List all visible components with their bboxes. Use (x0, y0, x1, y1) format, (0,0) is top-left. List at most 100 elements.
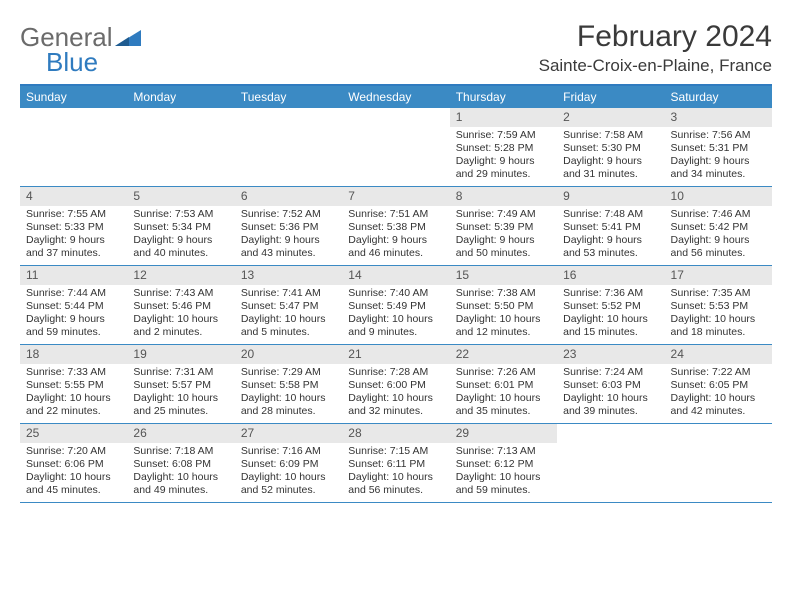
daylight-line: Daylight: 10 hours and 18 minutes. (671, 313, 766, 339)
day-of-week-row: Sunday Monday Tuesday Wednesday Thursday… (20, 86, 772, 108)
dow-saturday: Saturday (665, 86, 772, 108)
day-number: 7 (342, 187, 449, 206)
sunrise-line: Sunrise: 7:36 AM (563, 287, 658, 300)
sunrise-line: Sunrise: 7:16 AM (241, 445, 336, 458)
sunset-line: Sunset: 5:33 PM (26, 221, 121, 234)
month-title: February 2024 (539, 20, 772, 54)
day-number: 10 (665, 187, 772, 206)
day-cell: 29Sunrise: 7:13 AMSunset: 6:12 PMDayligh… (450, 424, 557, 502)
daylight-line: Daylight: 10 hours and 49 minutes. (133, 471, 228, 497)
day-cell (342, 108, 449, 186)
daylight-line: Daylight: 10 hours and 32 minutes. (348, 392, 443, 418)
day-number: 26 (127, 424, 234, 443)
daylight-line: Daylight: 10 hours and 28 minutes. (241, 392, 336, 418)
day-number: 23 (557, 345, 664, 364)
dow-friday: Friday (557, 86, 664, 108)
sunrise-line: Sunrise: 7:29 AM (241, 366, 336, 379)
daylight-line: Daylight: 10 hours and 56 minutes. (348, 471, 443, 497)
day-cell: 17Sunrise: 7:35 AMSunset: 5:53 PMDayligh… (665, 266, 772, 344)
daylight-line: Daylight: 9 hours and 46 minutes. (348, 234, 443, 260)
day-body: Sunrise: 7:16 AMSunset: 6:09 PMDaylight:… (235, 443, 342, 502)
header: General Blue February 2024 Sainte-Croix-… (20, 18, 772, 76)
sunset-line: Sunset: 5:53 PM (671, 300, 766, 313)
day-number: 9 (557, 187, 664, 206)
daylight-line: Daylight: 10 hours and 52 minutes. (241, 471, 336, 497)
day-cell: 10Sunrise: 7:46 AMSunset: 5:42 PMDayligh… (665, 187, 772, 265)
week-row: 18Sunrise: 7:33 AMSunset: 5:55 PMDayligh… (20, 345, 772, 424)
location-subtitle: Sainte-Croix-en-Plaine, France (539, 56, 772, 76)
day-body: Sunrise: 7:58 AMSunset: 5:30 PMDaylight:… (557, 127, 664, 186)
day-cell: 7Sunrise: 7:51 AMSunset: 5:38 PMDaylight… (342, 187, 449, 265)
day-body: Sunrise: 7:40 AMSunset: 5:49 PMDaylight:… (342, 285, 449, 344)
day-body: Sunrise: 7:44 AMSunset: 5:44 PMDaylight:… (20, 285, 127, 344)
sunset-line: Sunset: 6:08 PM (133, 458, 228, 471)
day-cell: 12Sunrise: 7:43 AMSunset: 5:46 PMDayligh… (127, 266, 234, 344)
brand-wordmark: General Blue (20, 24, 113, 75)
sunrise-line: Sunrise: 7:43 AM (133, 287, 228, 300)
sunset-line: Sunset: 5:31 PM (671, 142, 766, 155)
daylight-line: Daylight: 10 hours and 5 minutes. (241, 313, 336, 339)
day-cell (127, 108, 234, 186)
day-number: 21 (342, 345, 449, 364)
day-cell: 1Sunrise: 7:59 AMSunset: 5:28 PMDaylight… (450, 108, 557, 186)
day-body: Sunrise: 7:51 AMSunset: 5:38 PMDaylight:… (342, 206, 449, 265)
sunset-line: Sunset: 5:41 PM (563, 221, 658, 234)
day-cell: 28Sunrise: 7:15 AMSunset: 6:11 PMDayligh… (342, 424, 449, 502)
day-number: 8 (450, 187, 557, 206)
sunset-line: Sunset: 5:36 PM (241, 221, 336, 234)
day-cell: 23Sunrise: 7:24 AMSunset: 6:03 PMDayligh… (557, 345, 664, 423)
day-cell: 4Sunrise: 7:55 AMSunset: 5:33 PMDaylight… (20, 187, 127, 265)
sunset-line: Sunset: 5:30 PM (563, 142, 658, 155)
daylight-line: Daylight: 10 hours and 39 minutes. (563, 392, 658, 418)
day-number: 29 (450, 424, 557, 443)
calendar-page: General Blue February 2024 Sainte-Croix-… (0, 0, 792, 523)
sunset-line: Sunset: 6:00 PM (348, 379, 443, 392)
sunset-line: Sunset: 5:57 PM (133, 379, 228, 392)
daylight-line: Daylight: 9 hours and 43 minutes. (241, 234, 336, 260)
day-body: Sunrise: 7:28 AMSunset: 6:00 PMDaylight:… (342, 364, 449, 423)
daylight-line: Daylight: 9 hours and 56 minutes. (671, 234, 766, 260)
day-cell: 16Sunrise: 7:36 AMSunset: 5:52 PMDayligh… (557, 266, 664, 344)
daylight-line: Daylight: 10 hours and 22 minutes. (26, 392, 121, 418)
sunset-line: Sunset: 6:11 PM (348, 458, 443, 471)
daylight-line: Daylight: 9 hours and 37 minutes. (26, 234, 121, 260)
brand-logo: General Blue (20, 18, 141, 75)
day-number: 16 (557, 266, 664, 285)
daylight-line: Daylight: 9 hours and 29 minutes. (456, 155, 551, 181)
sunrise-line: Sunrise: 7:13 AM (456, 445, 551, 458)
sunset-line: Sunset: 5:28 PM (456, 142, 551, 155)
day-body: Sunrise: 7:56 AMSunset: 5:31 PMDaylight:… (665, 127, 772, 186)
day-number: 2 (557, 108, 664, 127)
sunrise-line: Sunrise: 7:51 AM (348, 208, 443, 221)
day-number: 15 (450, 266, 557, 285)
sunrise-line: Sunrise: 7:35 AM (671, 287, 766, 300)
day-cell: 24Sunrise: 7:22 AMSunset: 6:05 PMDayligh… (665, 345, 772, 423)
day-body: Sunrise: 7:36 AMSunset: 5:52 PMDaylight:… (557, 285, 664, 344)
day-cell: 11Sunrise: 7:44 AMSunset: 5:44 PMDayligh… (20, 266, 127, 344)
day-body: Sunrise: 7:29 AMSunset: 5:58 PMDaylight:… (235, 364, 342, 423)
sunset-line: Sunset: 5:50 PM (456, 300, 551, 313)
day-number: 25 (20, 424, 127, 443)
week-row: 1Sunrise: 7:59 AMSunset: 5:28 PMDaylight… (20, 108, 772, 187)
day-number: 5 (127, 187, 234, 206)
day-body: Sunrise: 7:48 AMSunset: 5:41 PMDaylight:… (557, 206, 664, 265)
daylight-line: Daylight: 10 hours and 35 minutes. (456, 392, 551, 418)
day-body: Sunrise: 7:18 AMSunset: 6:08 PMDaylight:… (127, 443, 234, 502)
brand-triangle-icon (115, 28, 141, 50)
day-number: 18 (20, 345, 127, 364)
day-body: Sunrise: 7:24 AMSunset: 6:03 PMDaylight:… (557, 364, 664, 423)
dow-thursday: Thursday (450, 86, 557, 108)
day-number: 28 (342, 424, 449, 443)
sunset-line: Sunset: 6:01 PM (456, 379, 551, 392)
day-cell: 5Sunrise: 7:53 AMSunset: 5:34 PMDaylight… (127, 187, 234, 265)
daylight-line: Daylight: 10 hours and 59 minutes. (456, 471, 551, 497)
day-cell: 25Sunrise: 7:20 AMSunset: 6:06 PMDayligh… (20, 424, 127, 502)
sunset-line: Sunset: 5:38 PM (348, 221, 443, 234)
sunrise-line: Sunrise: 7:31 AM (133, 366, 228, 379)
day-cell: 20Sunrise: 7:29 AMSunset: 5:58 PMDayligh… (235, 345, 342, 423)
day-cell: 2Sunrise: 7:58 AMSunset: 5:30 PMDaylight… (557, 108, 664, 186)
sunrise-line: Sunrise: 7:40 AM (348, 287, 443, 300)
sunrise-line: Sunrise: 7:56 AM (671, 129, 766, 142)
sunrise-line: Sunrise: 7:53 AM (133, 208, 228, 221)
daylight-line: Daylight: 9 hours and 59 minutes. (26, 313, 121, 339)
